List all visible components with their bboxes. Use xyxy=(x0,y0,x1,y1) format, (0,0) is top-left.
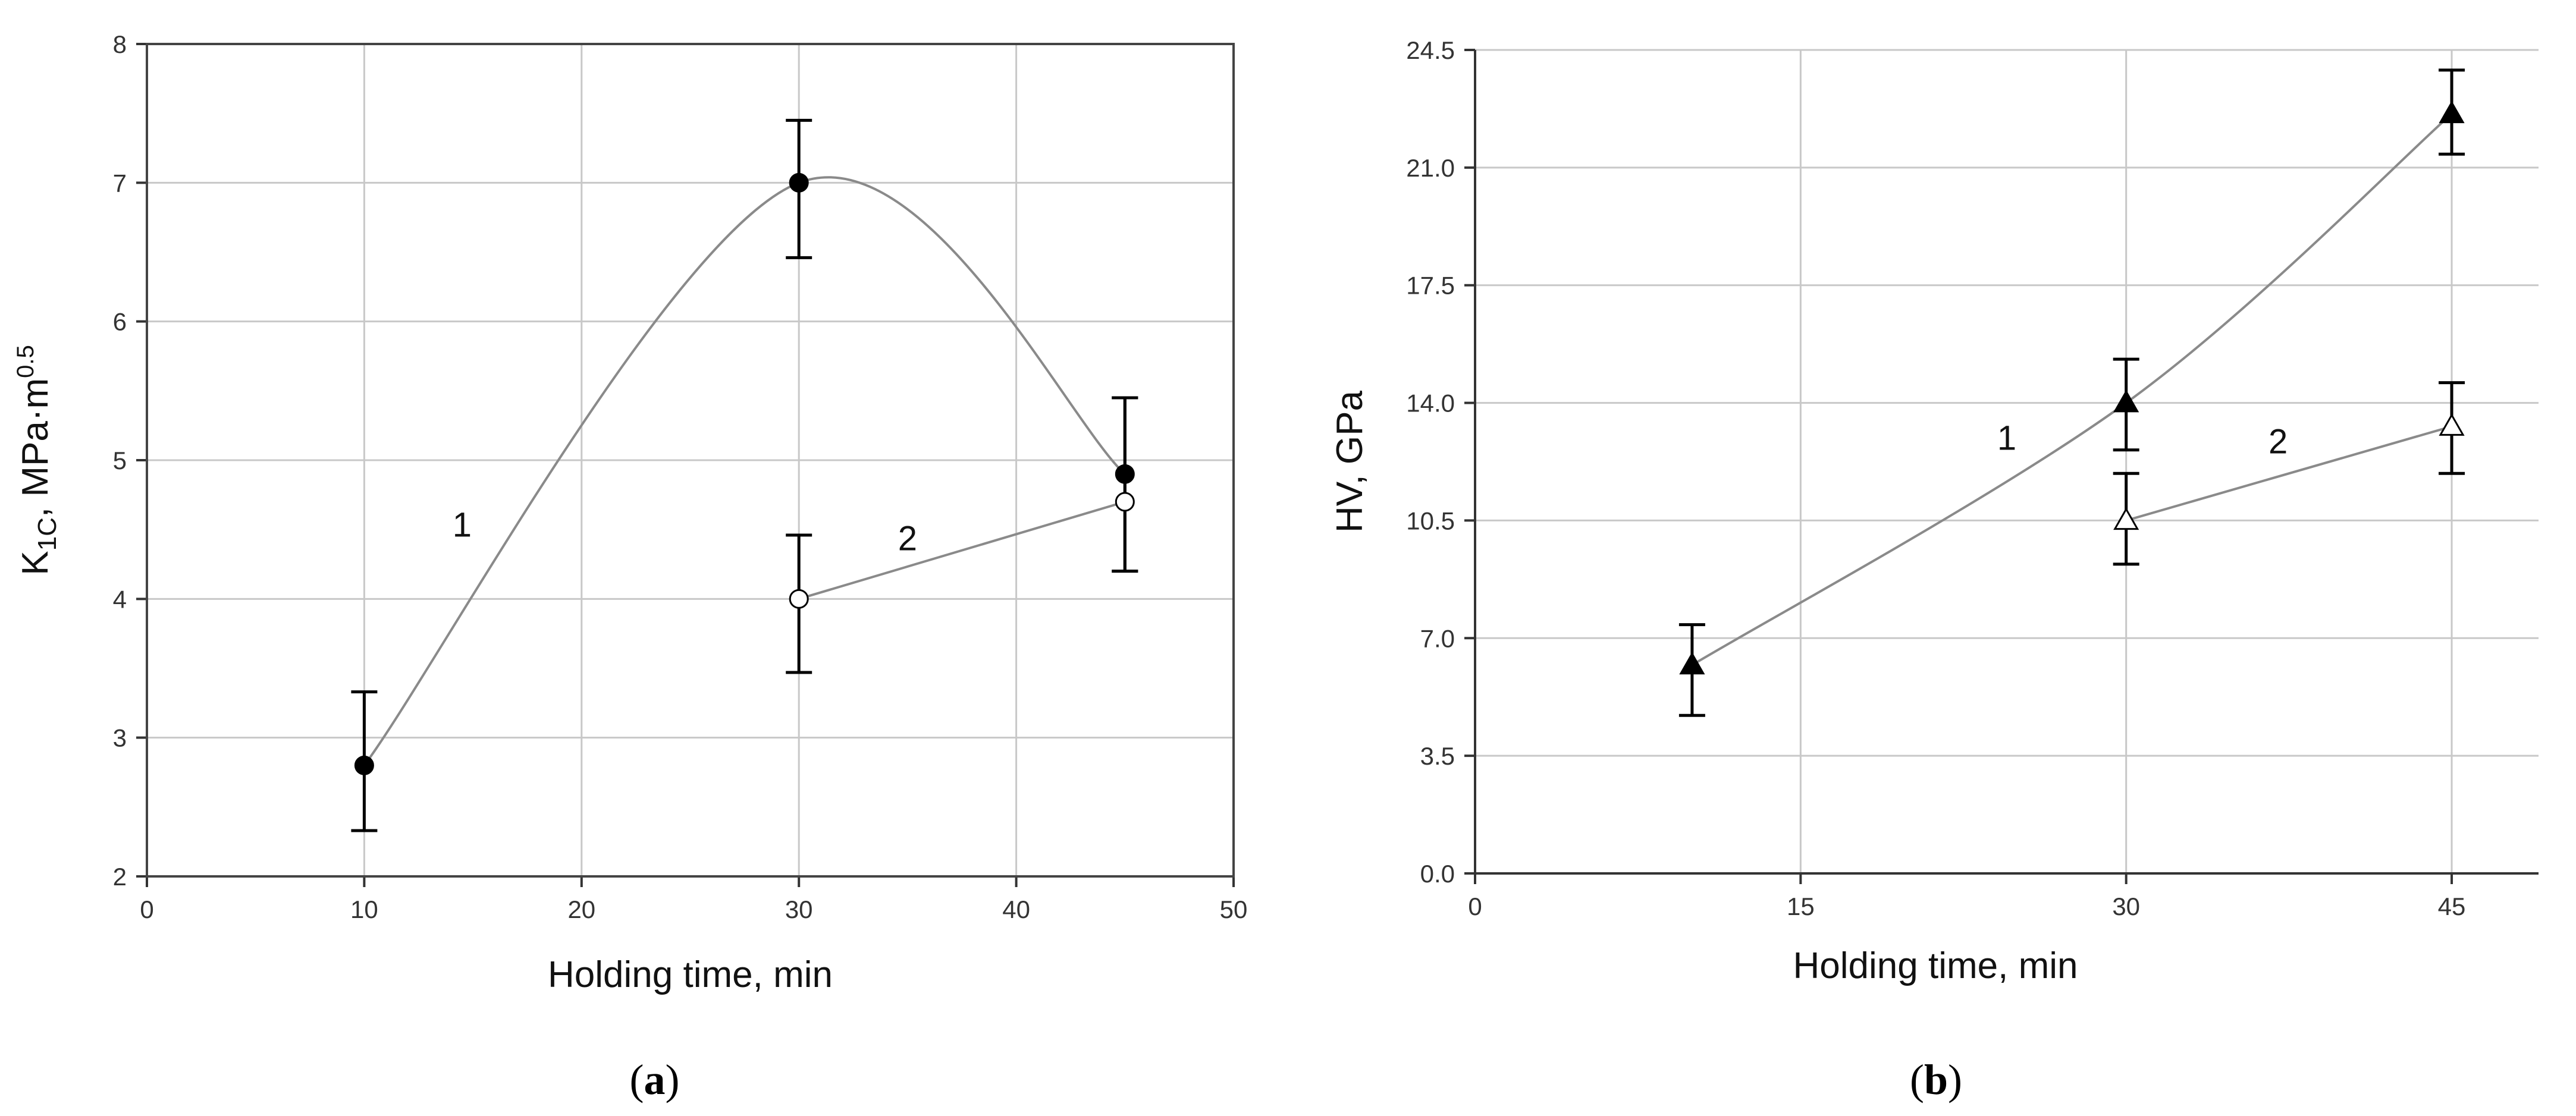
panel-a-plot-frame xyxy=(146,43,1235,878)
panel-a-series-2-line xyxy=(798,501,1125,601)
panel-b-y-tick-label: 10.5 xyxy=(1406,507,1455,535)
panel-a-series-2-error-bar xyxy=(1112,396,1138,573)
panel-b-series-2: 2 xyxy=(2113,381,2465,566)
panel-b-x-axis-title: Holding time, min xyxy=(1793,945,2078,986)
panel-a-series-1: 1 xyxy=(351,118,1138,832)
panel-b-series-1: 1 xyxy=(1678,68,2465,717)
panel-a-y-tick-label: 5 xyxy=(113,447,127,474)
panel-a-grid xyxy=(136,43,1235,887)
panel-a-y-tick-label: 7 xyxy=(113,169,127,197)
panel-b-x-tick-label: 0 xyxy=(1468,892,1482,920)
panel-a-y-axis-unit: , MPa·m xyxy=(15,378,56,517)
panel-b-y-tick-label: 0.0 xyxy=(1420,860,1455,888)
panel-b-caption-letter: b xyxy=(1924,1056,1948,1104)
panel-a-caption: (a) xyxy=(630,1056,680,1104)
panel-b-series-1-point xyxy=(2439,100,2465,124)
panel-b-series-1-point xyxy=(1679,652,1705,675)
panel-a-y-tick-label: 2 xyxy=(113,863,127,891)
panel-b-series-2-point xyxy=(2113,507,2139,530)
panel-b-grid xyxy=(1464,49,2539,884)
panel-a-series-1-point xyxy=(354,755,374,775)
panel-a-series-2: 2 xyxy=(786,396,1138,674)
panel-a-y-axis-subscript: 1C xyxy=(33,517,62,551)
panel-b-tick-labels: 0 15 30 45 0.0 3.5 7.0 10.5 14.0 17.5 21.0 24.5 xyxy=(1406,36,2465,920)
panel-a-x-axis-title: Holding time, min xyxy=(548,954,833,995)
panel-b-y-tick-label: 7.0 xyxy=(1420,624,1455,652)
panel-a-series-2-point xyxy=(789,589,809,609)
panel-b-axes xyxy=(1474,50,2539,875)
panel-b-series-1-line xyxy=(1691,112,2453,667)
panel-a-x-tick-label: 40 xyxy=(1002,895,1030,923)
panel-b-x-tick-label: 15 xyxy=(1787,892,1815,920)
panel-b-series-2-label: 2 xyxy=(2268,422,2288,461)
panel-a-y-axis-superscript: 0.5 xyxy=(12,345,39,378)
panel-b-y-tick-label: 17.5 xyxy=(1406,272,1455,300)
panel-a-x-tick-label: 10 xyxy=(350,895,378,923)
panel-b-x-tick-label: 30 xyxy=(2112,892,2140,920)
panel-a-series-2-label: 2 xyxy=(898,520,917,558)
panel-a-x-tick-label: 0 xyxy=(140,895,153,923)
panel-b-series-1-point xyxy=(2113,389,2139,413)
panel-a-series-2-point xyxy=(1115,492,1135,512)
panel-a-tick-labels: 0 10 20 30 40 50 2 3 4 5 6 7 8 xyxy=(113,30,1248,923)
panel-a-series-1-point xyxy=(789,172,809,193)
panel-b-series-2-point xyxy=(2439,413,2465,436)
panel-b-y-tick-label: 21.0 xyxy=(1406,154,1455,182)
panel-a-series-1-line xyxy=(363,176,1126,766)
panel-a-y-tick-label: 3 xyxy=(113,724,127,752)
panel-a-x-tick-label: 50 xyxy=(1220,895,1248,923)
panel-b-y-tick-label: 24.5 xyxy=(1406,36,1455,64)
panel-a-series-1-label: 1 xyxy=(453,505,472,544)
panel-b-y-tick-label: 3.5 xyxy=(1420,742,1455,770)
panel-b-y-axis-title: HV, GPa xyxy=(1329,391,1370,533)
panel-a-x-tick-label: 30 xyxy=(785,895,813,923)
panel-a-caption-letter: a xyxy=(644,1056,666,1104)
panel-b-x-tick-label: 45 xyxy=(2438,892,2466,920)
panel-a-y-tick-label: 4 xyxy=(113,585,127,613)
panel-b-caption: (b) xyxy=(1910,1056,1962,1104)
panel-a-x-tick-label: 20 xyxy=(567,895,595,923)
panel-b-y-tick-label: 14.0 xyxy=(1406,389,1455,417)
panel-a-y-axis-title: K1C, MPa·m0.5 xyxy=(12,345,62,575)
panel-b-series-2-line xyxy=(2126,425,2452,522)
panel-a-y-tick-label: 6 xyxy=(113,308,127,336)
panel-b-series-1-label: 1 xyxy=(1997,419,2016,458)
panel-a-y-tick-label: 8 xyxy=(113,30,127,58)
panel-a-y-axis-main: K xyxy=(15,551,56,575)
